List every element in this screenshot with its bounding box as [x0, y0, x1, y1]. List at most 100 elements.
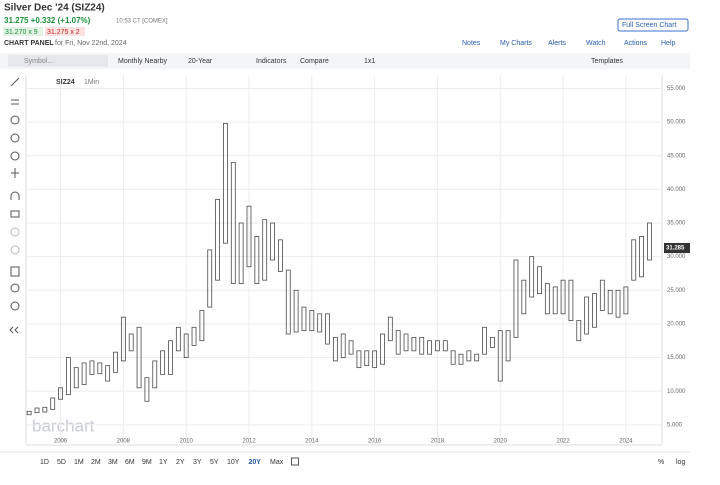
top-button[interactable]: Actions: [624, 40, 647, 47]
tool-lock[interactable]: [10, 210, 20, 218]
toolbar-item[interactable]: Indicators: [256, 58, 287, 65]
price-bar: [497, 330, 503, 382]
toolbar-item[interactable]: 1x1: [364, 58, 375, 65]
tool-magnet[interactable]: [10, 191, 20, 200]
price-bar: [325, 313, 330, 345]
toolbar-item[interactable]: Monthly Nearby: [118, 58, 168, 65]
range-button[interactable]: 5Y: [210, 459, 219, 466]
x-tick-label: 2016: [368, 439, 382, 445]
tool-shape[interactable]: [10, 115, 20, 125]
left-tools: [9, 77, 20, 334]
range-button[interactable]: 6M: [125, 459, 135, 466]
price-bar: [309, 310, 315, 332]
range-button[interactable]: Max: [270, 459, 284, 466]
range-button[interactable]: 1D: [40, 459, 49, 466]
symbol-input[interactable]: [8, 55, 108, 67]
top-button[interactable]: My Charts: [500, 40, 532, 47]
zoom-out[interactable]: [10, 301, 20, 311]
price-bar: [332, 336, 338, 362]
price-bar: [419, 336, 425, 355]
toolbar-item[interactable]: Templates: [591, 58, 623, 65]
range-button[interactable]: 5D: [57, 459, 66, 466]
price-bar: [175, 326, 181, 352]
price-bar: [42, 406, 48, 413]
price-bar: [647, 222, 652, 261]
tool-delete[interactable]: [10, 266, 20, 277]
price-bar: [285, 269, 291, 335]
toolbar-item[interactable]: Compare: [300, 58, 329, 65]
x-tick-label: 2010: [179, 439, 193, 445]
range-button[interactable]: 1M: [74, 459, 84, 466]
toolbar-item[interactable]: Symbol...: [24, 58, 53, 65]
price-bar: [26, 410, 32, 416]
legend-interval: 1Min: [84, 79, 99, 86]
range-button[interactable]: 2M: [91, 459, 101, 466]
range-button[interactable]: 10Y: [227, 459, 240, 466]
price-bar: [356, 350, 362, 369]
price-bar: [89, 360, 95, 375]
price-bar: [58, 387, 63, 400]
bid-box: [3, 27, 43, 36]
y-tick-label: 20.000: [667, 321, 686, 327]
price-bar: [489, 336, 495, 348]
price-bar: [34, 407, 40, 414]
top-button[interactable]: Watch: [586, 40, 606, 47]
y-tick-label: 30.000: [667, 254, 686, 260]
toolbar-item[interactable]: 20-Year: [188, 58, 213, 65]
range-button[interactable]: 3Y: [193, 459, 202, 466]
price-bar: [623, 286, 629, 315]
tool-text[interactable]: [10, 151, 20, 161]
price-bar: [301, 306, 307, 332]
tool-cross[interactable]: [11, 168, 19, 178]
price-bar: [105, 365, 111, 382]
ask: 31.275 x 2: [47, 29, 80, 36]
range-button[interactable]: 3M: [108, 459, 118, 466]
range-button[interactable]: 20Y: [249, 459, 262, 466]
tool-redo[interactable]: [10, 245, 20, 255]
price-bar: [411, 336, 417, 352]
price-bar: [466, 350, 472, 362]
bid: 31.270 x 9: [5, 29, 38, 36]
top-button[interactable]: Notes: [462, 40, 481, 47]
quote: 31.275 +0.332 (+1.07%): [4, 16, 91, 25]
y-tick-label: 25.000: [667, 288, 686, 294]
price-bar: [395, 330, 401, 355]
price-bar: [207, 249, 213, 308]
price-bar: [599, 279, 605, 311]
tool-undo[interactable]: [10, 227, 20, 237]
panel: CHART PANEL: [4, 40, 54, 47]
tool-measure[interactable]: [10, 133, 20, 143]
price-bar: [584, 296, 590, 335]
price-bar: [270, 222, 275, 261]
price-bar: [191, 326, 197, 346]
x-tick-label: 2022: [556, 439, 570, 445]
price-bar: [183, 333, 189, 358]
range-button[interactable]: 1Y: [159, 459, 168, 466]
price-bar: [81, 362, 87, 385]
price-bar: [544, 283, 550, 315]
full-screen-button[interactable]: [617, 18, 689, 32]
price-bar: [568, 279, 574, 321]
top-button[interactable]: Full Screen Chart: [622, 22, 677, 29]
top-button[interactable]: Alerts: [548, 40, 566, 47]
panel-date: for Fri, Nov 22nd, 2024: [55, 40, 127, 47]
tool-line[interactable]: [10, 77, 20, 87]
price-bar: [576, 320, 582, 342]
top-button[interactable]: Help: [661, 40, 676, 47]
y-tick-label: 50.000: [667, 120, 686, 126]
collapse[interactable]: [9, 326, 19, 334]
scale-button[interactable]: %: [658, 459, 664, 466]
range-button[interactable]: 2Y: [176, 459, 185, 466]
calendar-button[interactable]: [291, 457, 299, 466]
price-bar: [160, 350, 166, 375]
zoom-in[interactable]: [10, 283, 20, 293]
tool-fib[interactable]: [11, 99, 19, 105]
y-tick-label: 10.000: [667, 389, 686, 395]
scale-button[interactable]: log: [676, 459, 685, 466]
price-bar: [168, 340, 173, 375]
price-bar: [380, 333, 385, 365]
price-bar: [66, 357, 71, 395]
price-bar: [607, 289, 613, 315]
range-button[interactable]: 9M: [142, 459, 152, 466]
legend-symbol: SIZ24: [56, 79, 75, 86]
